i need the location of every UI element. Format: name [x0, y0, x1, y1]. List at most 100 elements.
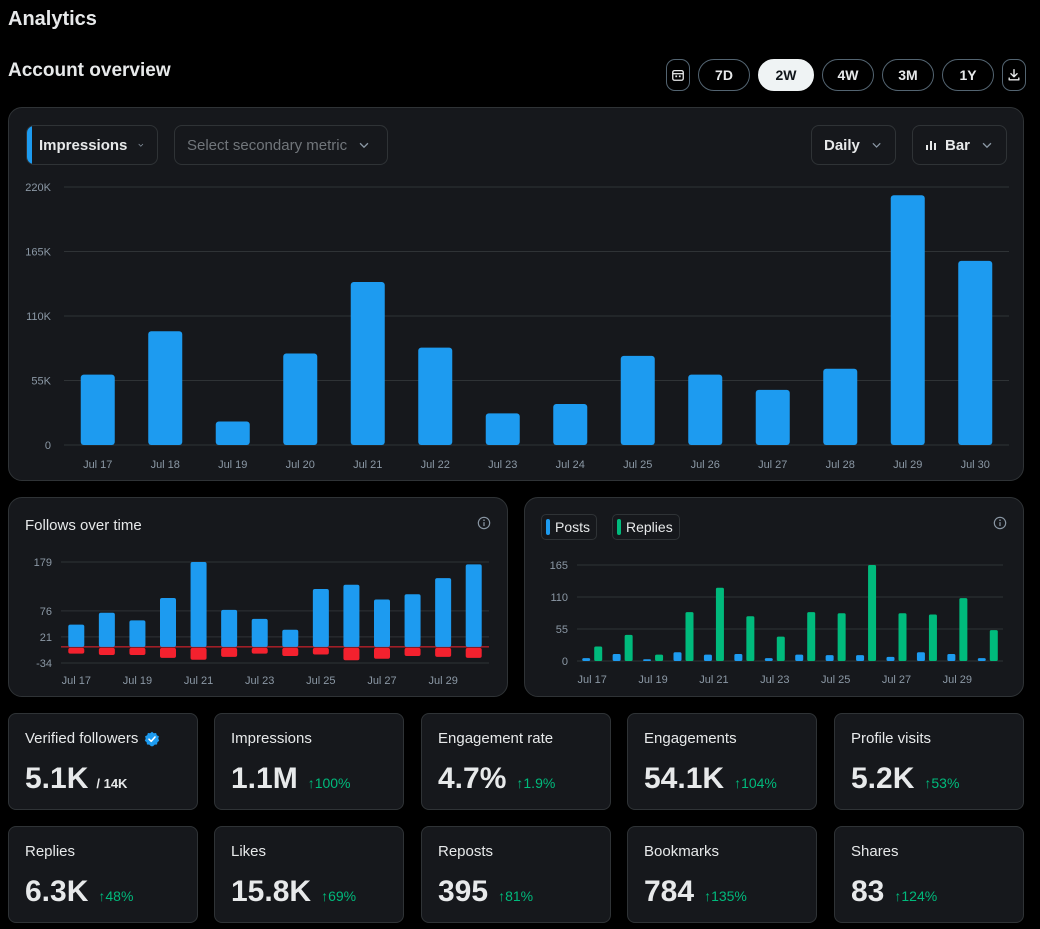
- info-icon[interactable]: [993, 516, 1007, 530]
- replies-bar: [989, 630, 998, 661]
- posts-bar: [673, 652, 682, 661]
- chart-type-select[interactable]: Bar: [912, 125, 1007, 165]
- stat-card-profile-visits[interactable]: Profile visits 5.2K ↑53%: [834, 713, 1024, 810]
- stat-label: Engagement rate: [438, 730, 554, 747]
- stat-card-reposts[interactable]: Reposts 395 ↑81%: [421, 826, 611, 923]
- follows-bar: [190, 562, 207, 647]
- stat-card-replies[interactable]: Replies 6.3K ↑48%: [8, 826, 198, 923]
- replies-bar: [868, 565, 877, 661]
- legend-replies[interactable]: Replies: [612, 514, 680, 540]
- arrow-up-icon: ↑: [307, 775, 315, 791]
- metric-color-indicator: [27, 126, 32, 164]
- interval-label: Daily: [824, 136, 860, 154]
- legend-posts[interactable]: Posts: [541, 514, 598, 540]
- secondary-metric-select[interactable]: Select secondary metric: [174, 125, 388, 165]
- download-button[interactable]: [1002, 59, 1026, 91]
- arrow-up-icon: ↑: [498, 888, 506, 904]
- replies-bar: [594, 646, 603, 661]
- stat-delta: ↑53%: [924, 775, 959, 791]
- calendar-button[interactable]: [666, 59, 690, 91]
- range-3m[interactable]: 3M: [882, 59, 934, 91]
- stat-card-shares[interactable]: Shares 83 ↑124%: [834, 826, 1024, 923]
- stat-card-likes[interactable]: Likes 15.8K ↑69%: [214, 826, 404, 923]
- info-icon[interactable]: [477, 516, 491, 530]
- range-7d[interactable]: 7D: [698, 59, 750, 91]
- x-tick-label: Jul 19: [638, 674, 667, 686]
- x-tick-label: Jul 23: [760, 674, 789, 686]
- bar: [890, 195, 925, 445]
- stat-label: Shares: [851, 843, 899, 860]
- posts-bar: [795, 654, 804, 661]
- bar: [620, 355, 655, 445]
- posts-bar: [703, 654, 712, 661]
- replies-bar: [807, 612, 816, 661]
- section-title: Account overview: [8, 60, 171, 81]
- stat-delta-value: 53%: [931, 775, 960, 791]
- posts-replies-bar-chart: 165 110 55 0 Jul 17 Jul 19 Jul 21 Jul 23 Jul 25 J…: [550, 560, 1003, 686]
- bar: [688, 374, 723, 445]
- y-tick-label: 110K: [26, 311, 52, 323]
- x-tick-label: Jul 29: [428, 675, 457, 687]
- y-tick-label: 110: [550, 592, 568, 604]
- x-tick-label: Jul 27: [882, 674, 911, 686]
- follows-bar: [68, 624, 85, 647]
- x-tick-label: Jul 21: [699, 674, 728, 686]
- arrow-up-icon: ↑: [894, 888, 902, 904]
- posts-bar: [977, 658, 986, 661]
- y-tick-label: 179: [34, 557, 52, 569]
- stat-delta-value: 104%: [741, 775, 777, 791]
- stat-card-bookmarks[interactable]: Bookmarks 784 ↑135%: [627, 826, 817, 923]
- impressions-bar-chart: 220K 165K 110K 55K 0 Jul 17 Jul 18 Jul 19 Jul 20…: [25, 182, 1009, 471]
- stat-card-engagement-rate[interactable]: Engagement rate 4.7% ↑1.9%: [421, 713, 611, 810]
- posts-swatch: [546, 519, 550, 535]
- chevron-down-icon: [359, 142, 369, 149]
- stat-label: Profile visits: [851, 730, 932, 747]
- stat-value: 5.2K: [851, 762, 915, 795]
- y-tick-label: 76: [40, 606, 52, 618]
- replies-bar: [746, 616, 755, 661]
- stat-delta: ↑1.9%: [516, 775, 555, 791]
- stat-card-engagements[interactable]: Engagements 54.1K ↑104%: [627, 713, 817, 810]
- x-tick-label: Jul 19: [218, 459, 247, 471]
- unfollows-bar: [374, 647, 390, 659]
- follows-bar: [343, 584, 360, 647]
- unfollows-bar: [282, 647, 299, 656]
- range-2w[interactable]: 2W: [758, 59, 814, 91]
- stat-delta: ↑135%: [704, 888, 747, 904]
- interval-select[interactable]: Daily: [811, 125, 896, 165]
- chart-type-label: Bar: [945, 136, 971, 154]
- stat-value: 784: [644, 875, 695, 908]
- legend-replies-label: Replies: [626, 519, 673, 535]
- stat-label: Bookmarks: [644, 843, 720, 860]
- replies-bar: [624, 634, 633, 661]
- stat-delta: ↑100%: [308, 775, 351, 791]
- stat-value: 395: [438, 875, 489, 908]
- x-tick-label: Jul 29: [943, 674, 972, 686]
- bar: [148, 331, 183, 445]
- range-4w[interactable]: 4W: [822, 59, 874, 91]
- stat-card-verified-followers[interactable]: Verified followers 5.1K / 14K: [8, 713, 198, 810]
- stat-value: 6.3K: [25, 875, 89, 908]
- follows-card: Follows over time 179 76 21 -34 Jul 17 Jul 19…: [8, 497, 508, 697]
- x-tick-label: Jul 21: [353, 459, 382, 471]
- unfollows-bar: [68, 647, 85, 654]
- stat-value: 1.1M: [231, 762, 298, 795]
- replies-bar: [928, 614, 937, 661]
- range-1y[interactable]: 1Y: [942, 59, 994, 91]
- stat-card-impressions[interactable]: Impressions 1.1M ↑100%: [214, 713, 404, 810]
- x-tick-label: Jul 23: [245, 675, 274, 687]
- x-tick-label: Jul 21: [184, 675, 213, 687]
- primary-metric-select[interactable]: Impressions: [26, 125, 158, 165]
- chevron-down-icon: [872, 142, 881, 148]
- stat-value: 4.7%: [438, 762, 507, 795]
- unfollows-bar: [190, 647, 207, 660]
- stat-label: Likes: [231, 843, 267, 860]
- y-tick-label: 55K: [31, 376, 51, 388]
- unfollows-bar: [404, 647, 421, 656]
- bar: [485, 413, 520, 445]
- arrow-up-icon: ↑: [98, 888, 106, 904]
- x-tick-label: Jul 17: [83, 459, 112, 471]
- stat-label: Impressions: [231, 730, 312, 747]
- stat-value: 5.1K: [25, 762, 89, 795]
- follows-title: Follows over time: [25, 517, 142, 534]
